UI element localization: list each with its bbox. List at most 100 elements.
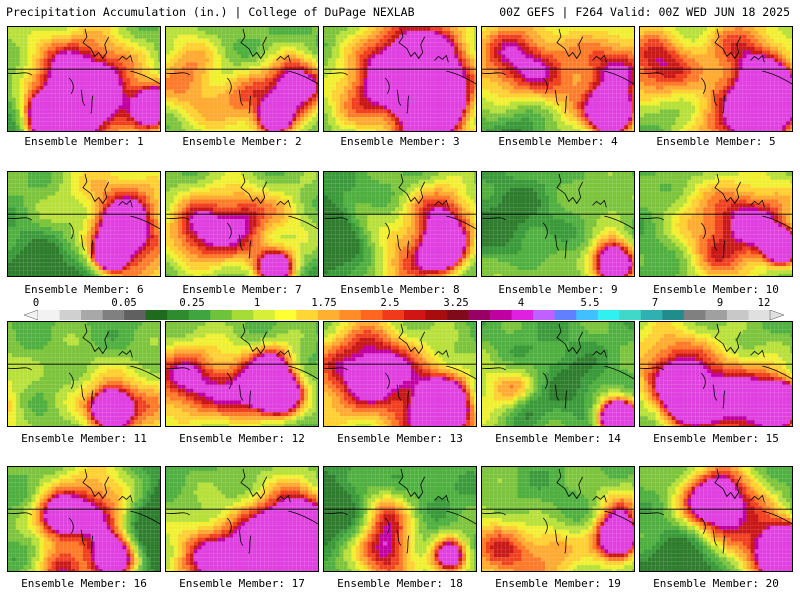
colorbar-swatch bbox=[81, 310, 103, 320]
map-boundaries-overlay bbox=[640, 173, 792, 259]
colorbar-tick-label: 1 bbox=[254, 298, 260, 309]
ensemble-member-map bbox=[323, 321, 477, 427]
colorbar-tick-label: 9 bbox=[717, 298, 723, 309]
ensemble-member-map bbox=[165, 466, 319, 572]
ensemble-member-label: Ensemble Member: 3 bbox=[323, 135, 477, 148]
map-boundaries-overlay bbox=[640, 323, 792, 409]
map-boundaries-overlay bbox=[324, 323, 476, 409]
colorbar-tick-label: 1.75 bbox=[311, 298, 336, 309]
colorbar-tick-label: 0.05 bbox=[111, 298, 136, 309]
map-boundaries-overlay bbox=[482, 323, 634, 409]
colorbar-tick-label: 0 bbox=[33, 298, 39, 309]
precip-field bbox=[166, 467, 318, 571]
colorbar-swatch bbox=[188, 310, 211, 320]
ensemble-member-map bbox=[639, 321, 793, 427]
ensemble-member-map bbox=[323, 26, 477, 132]
colorbar-swatch bbox=[274, 310, 297, 320]
colorbar-swatch bbox=[726, 310, 749, 320]
colorbar-swatch bbox=[468, 310, 491, 320]
precip-field bbox=[640, 27, 792, 131]
ensemble-member-label: Ensemble Member: 17 bbox=[165, 577, 319, 590]
precip-field bbox=[482, 172, 634, 276]
colorbar-tick-label: 2.5 bbox=[381, 298, 400, 309]
precip-field bbox=[640, 322, 792, 426]
ensemble-member-map bbox=[323, 171, 477, 277]
colorbar-swatch bbox=[533, 310, 556, 320]
precip-field bbox=[166, 172, 318, 276]
ensemble-member-map bbox=[323, 466, 477, 572]
colorbar-swatch bbox=[425, 310, 448, 320]
map-boundaries-overlay bbox=[482, 28, 634, 114]
colorbar-swatch bbox=[360, 310, 383, 320]
ensemble-member-label: Ensemble Member: 4 bbox=[481, 135, 635, 148]
precip-field bbox=[640, 172, 792, 276]
precip-field bbox=[482, 322, 634, 426]
precip-field bbox=[8, 322, 160, 426]
colorbar-max-arrow bbox=[769, 310, 784, 320]
precip-field bbox=[324, 27, 476, 131]
colorbar-swatch bbox=[382, 310, 405, 320]
map-boundaries-overlay bbox=[640, 468, 792, 554]
colorbar-swatch bbox=[511, 310, 534, 320]
colorbar-swatch bbox=[662, 310, 685, 320]
header-bar: Precipitation Accumulation (in.) | Colle… bbox=[0, 0, 800, 24]
colorbar-swatch bbox=[748, 310, 771, 320]
ensemble-member-map bbox=[165, 26, 319, 132]
ensemble-member-label: Ensemble Member: 18 bbox=[323, 577, 477, 590]
ensemble-member-label: Ensemble Member: 6 bbox=[7, 283, 161, 296]
ensemble-member-map bbox=[481, 171, 635, 277]
colorbar-swatch bbox=[210, 310, 233, 320]
ensemble-member-label: Ensemble Member: 5 bbox=[639, 135, 793, 148]
colorbar-swatch bbox=[253, 310, 276, 320]
colorbar-tick-label: 0.25 bbox=[179, 298, 204, 309]
ensemble-member-label: Ensemble Member: 1 bbox=[7, 135, 161, 148]
colorbar-tick-label: 7 bbox=[652, 298, 658, 309]
model-run-title: 00Z GEFS | F264 Valid: 00Z WED JUN 18 20… bbox=[499, 0, 790, 24]
colorbar-swatch bbox=[59, 310, 82, 320]
precip-field bbox=[166, 27, 318, 131]
ensemble-member-label: Ensemble Member: 10 bbox=[639, 283, 793, 296]
ensemble-member-map bbox=[7, 466, 161, 572]
map-boundaries-overlay bbox=[324, 28, 476, 114]
map-boundaries-overlay bbox=[8, 28, 160, 114]
colorbar-swatch bbox=[145, 310, 168, 320]
map-boundaries-overlay bbox=[8, 468, 160, 554]
colorbar-swatch bbox=[38, 310, 60, 320]
ensemble-member-map bbox=[7, 26, 161, 132]
colorbar-swatch bbox=[640, 310, 663, 320]
colorbar-swatch bbox=[102, 310, 125, 320]
colorbar-swatch bbox=[317, 310, 340, 320]
colorbar-swatch bbox=[296, 310, 319, 320]
precip-field bbox=[640, 467, 792, 571]
ensemble-member-map bbox=[639, 26, 793, 132]
precip-field bbox=[324, 322, 476, 426]
map-boundaries-overlay bbox=[166, 173, 318, 259]
colorbar-tick-label: 5.5 bbox=[581, 298, 600, 309]
ensemble-member-map bbox=[7, 321, 161, 427]
ensemble-member-label: Ensemble Member: 8 bbox=[323, 283, 477, 296]
ensemble-member-map bbox=[7, 171, 161, 277]
ensemble-member-label: Ensemble Member: 11 bbox=[7, 432, 161, 445]
ensemble-member-map bbox=[481, 466, 635, 572]
precip-field bbox=[482, 27, 634, 131]
ensemble-member-label: Ensemble Member: 16 bbox=[7, 577, 161, 590]
ensemble-member-map bbox=[481, 321, 635, 427]
map-boundaries-overlay bbox=[166, 468, 318, 554]
ensemble-member-map bbox=[639, 466, 793, 572]
ensemble-member-label: Ensemble Member: 7 bbox=[165, 283, 319, 296]
ensemble-member-label: Ensemble Member: 20 bbox=[639, 577, 793, 590]
colorbar-min-arrow bbox=[24, 310, 39, 320]
ensemble-member-label: Ensemble Member: 13 bbox=[323, 432, 477, 445]
ensemble-member-map bbox=[639, 171, 793, 277]
colorbar-swatch bbox=[683, 310, 706, 320]
map-boundaries-overlay bbox=[166, 323, 318, 409]
colorbar-swatch bbox=[447, 310, 469, 320]
colorbar-swatch bbox=[597, 310, 620, 320]
colorbar-swatch bbox=[490, 310, 512, 320]
map-boundaries-overlay bbox=[482, 468, 634, 554]
map-boundaries-overlay bbox=[166, 28, 318, 114]
ensemble-member-label: Ensemble Member: 14 bbox=[481, 432, 635, 445]
colorbar-swatch bbox=[167, 310, 190, 320]
colorbar-legend: 0 0.05 0.25 1 1.75 2.5 3.25 4 5.5 7 9 12 bbox=[24, 298, 784, 320]
map-boundaries-overlay bbox=[640, 28, 792, 114]
